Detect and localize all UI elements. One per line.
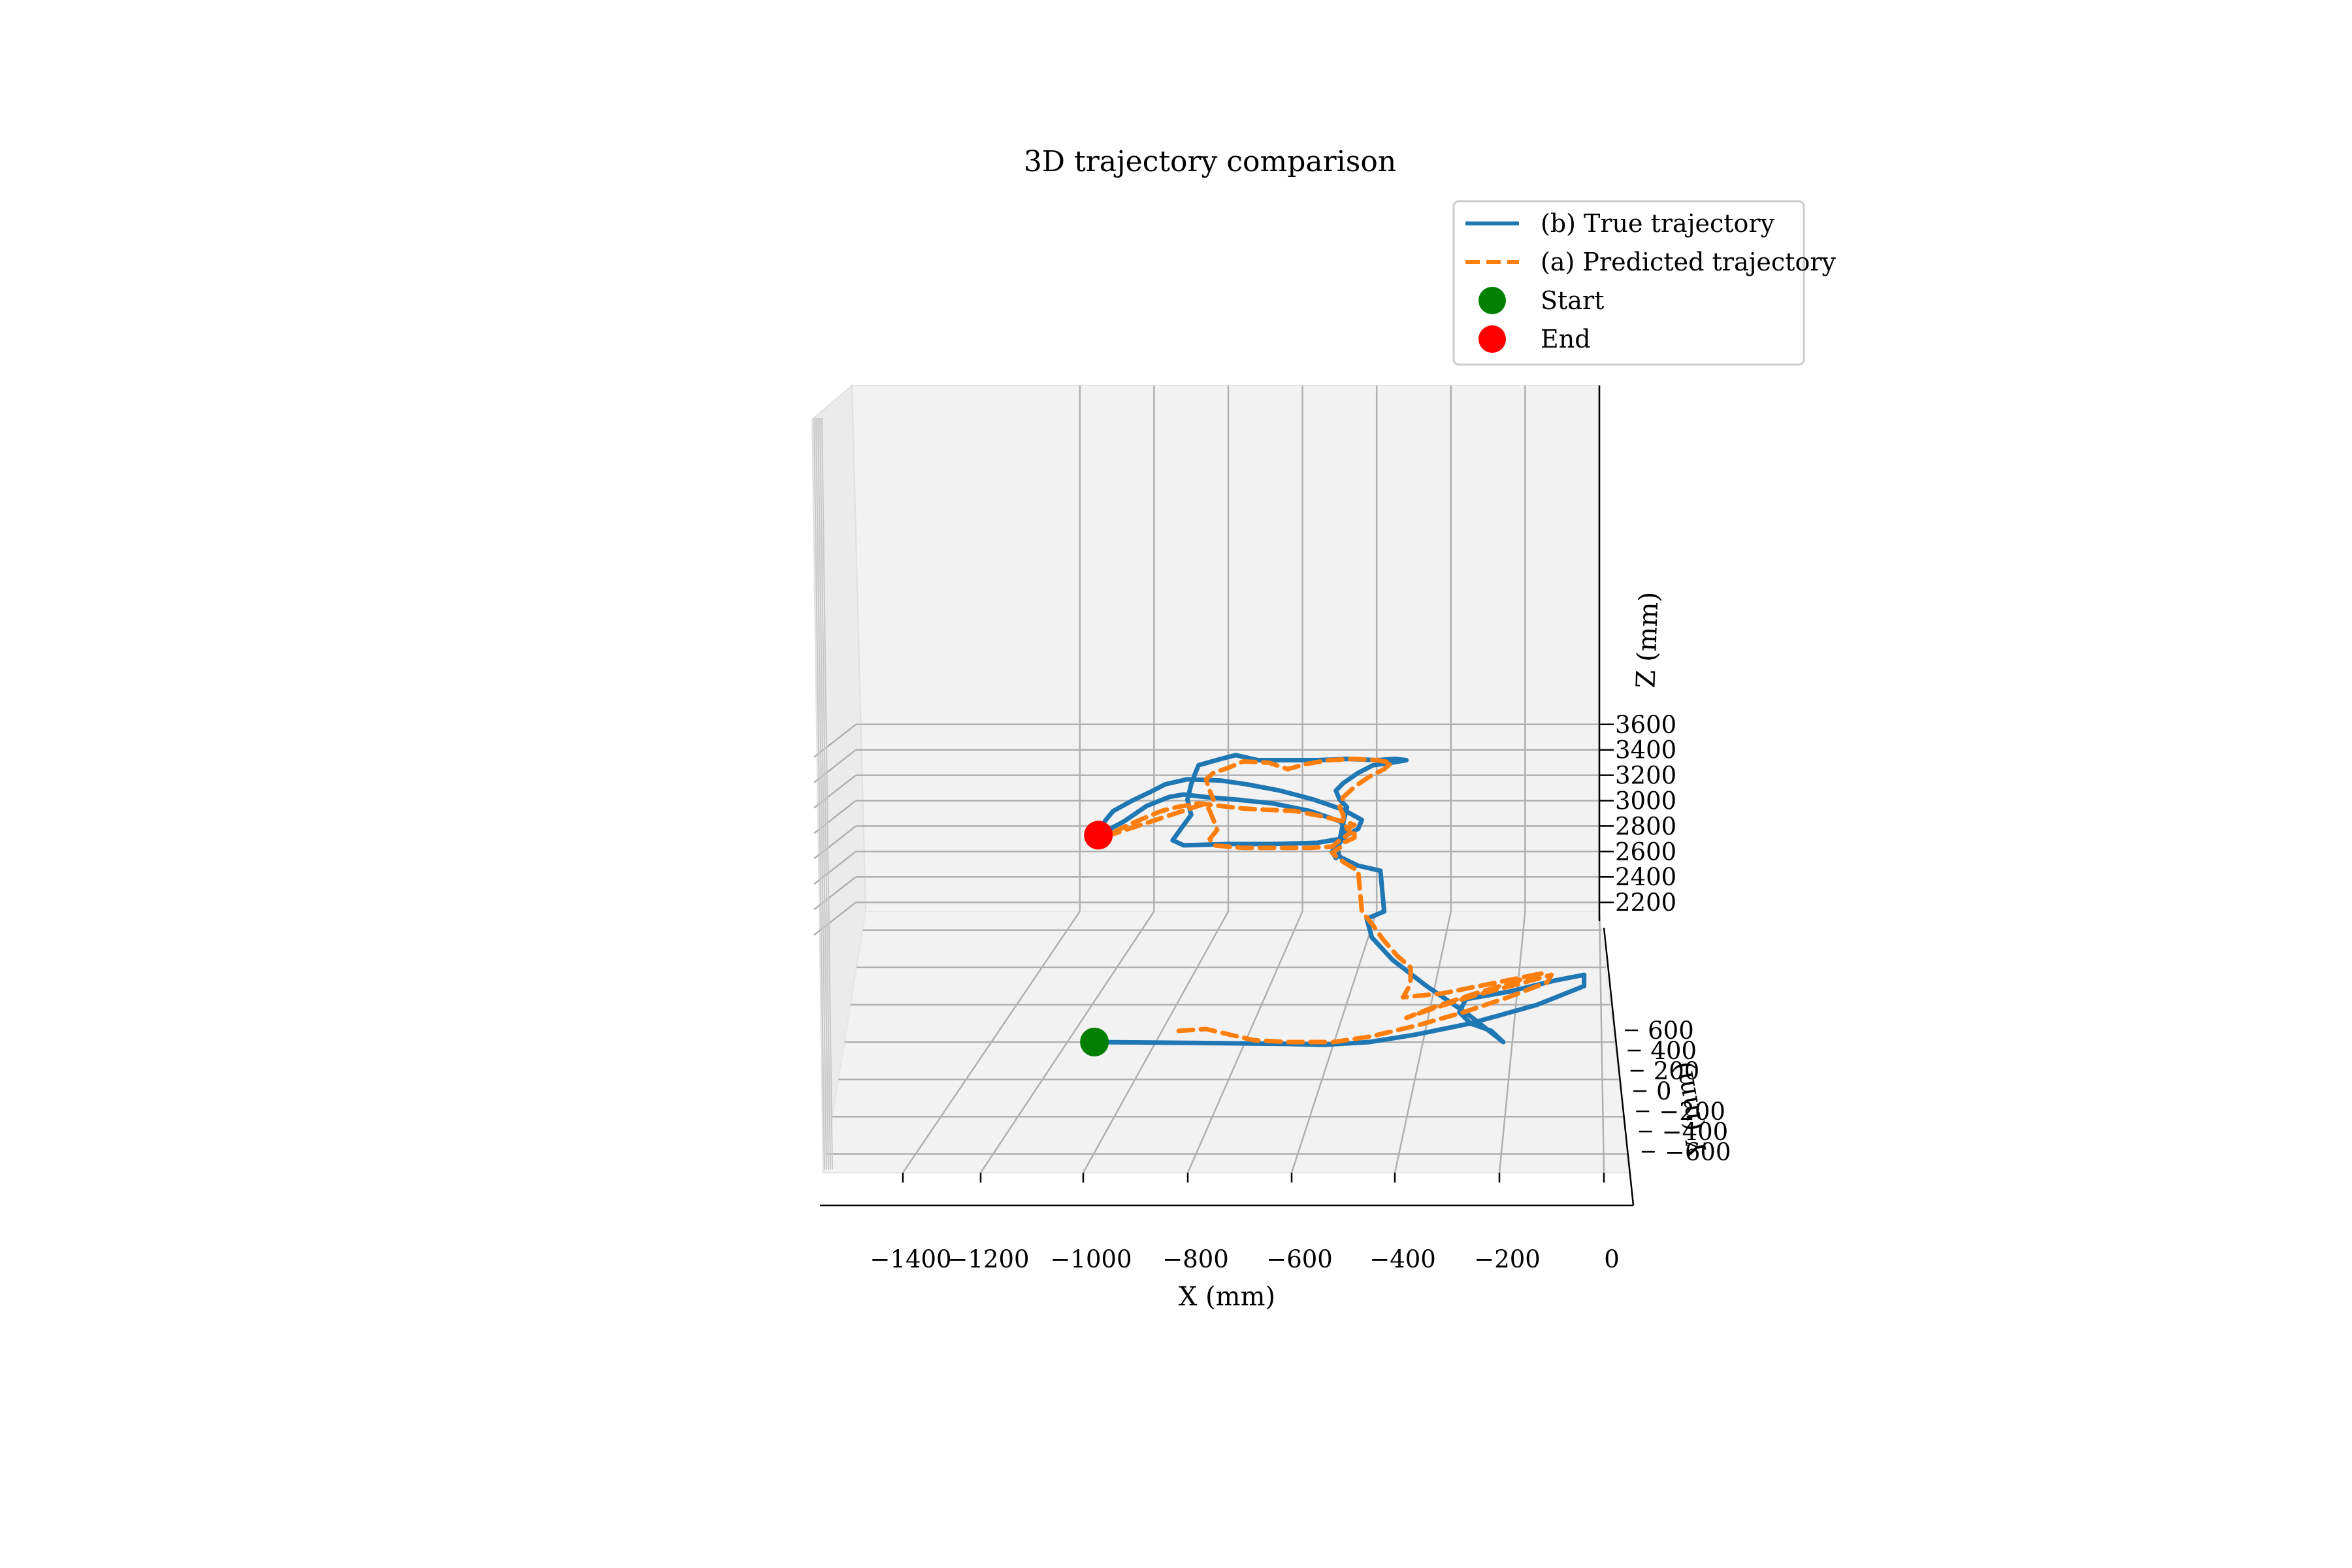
z-side-gridline bbox=[813, 825, 857, 860]
x-tick-label: −200 bbox=[1474, 1245, 1541, 1273]
end-marker bbox=[1084, 821, 1113, 850]
z-tick-label: 2800 bbox=[1615, 812, 1676, 840]
tick-labels: −1400−1200 −1000 −800 −600 −400 −200 022002400… bbox=[870, 711, 1731, 1273]
y-tick-label: 400 bbox=[1650, 1037, 1697, 1065]
side-vertical-gridline bbox=[815, 417, 827, 1170]
back-pane bbox=[851, 385, 1600, 912]
chart-title: 3D trajectory comparison bbox=[1024, 145, 1396, 178]
legend-pred-label: (a) Predicted trajectory bbox=[1541, 248, 1836, 276]
side-vertical-gridline bbox=[817, 417, 829, 1170]
predicted-trajectory-line bbox=[1103, 757, 1554, 1045]
y-tick-label: 600 bbox=[1648, 1017, 1694, 1045]
x-tick-label: −800 bbox=[1162, 1245, 1229, 1273]
legend-start-marker bbox=[1478, 287, 1506, 314]
y-tick-label: −600 bbox=[1665, 1138, 1731, 1166]
x-axis-label: X (mm) bbox=[1179, 1282, 1275, 1312]
x-tick-label: −1000 bbox=[1050, 1245, 1132, 1273]
side-vertical-gridline bbox=[813, 417, 825, 1170]
x-tick-label: −400 bbox=[1369, 1245, 1436, 1273]
z-tick-label: 2400 bbox=[1615, 863, 1676, 891]
legend-end-marker bbox=[1478, 325, 1506, 353]
side-vertical-gridline bbox=[821, 417, 833, 1170]
y-tick-label: −200 bbox=[1659, 1098, 1725, 1126]
z-side-gridline bbox=[813, 800, 857, 834]
legend: (b) True trajectory (a) Predicted trajec… bbox=[1452, 200, 1836, 366]
z-tick-label: 3600 bbox=[1615, 711, 1676, 739]
axes bbox=[820, 385, 1655, 1207]
x-tick-label: −1400 bbox=[870, 1245, 951, 1273]
x-tick-label: −1200 bbox=[947, 1245, 1029, 1273]
y-tick-label: 0 bbox=[1656, 1077, 1672, 1105]
y-axis-line bbox=[1603, 927, 1635, 1206]
z-axis-label: Z (mm) bbox=[1631, 591, 1664, 689]
side-vertical-gridline bbox=[819, 417, 831, 1170]
z-tick-label: 3000 bbox=[1615, 787, 1676, 815]
legend-start-label: Start bbox=[1541, 286, 1604, 315]
x-tick-label: 0 bbox=[1604, 1245, 1620, 1273]
x-tick-label: −600 bbox=[1266, 1245, 1333, 1273]
legend-end-label: End bbox=[1541, 325, 1591, 353]
marker-group bbox=[1080, 821, 1113, 1056]
z-tick-label: 2600 bbox=[1615, 838, 1676, 866]
z-tick-label: 3400 bbox=[1615, 736, 1676, 764]
y-tick-label: −400 bbox=[1662, 1118, 1729, 1146]
y-tick-label: 200 bbox=[1654, 1057, 1700, 1085]
legend-frame bbox=[1452, 200, 1805, 366]
grid-lines bbox=[813, 385, 1628, 1173]
legend-true-label: (b) True trajectory bbox=[1541, 209, 1775, 238]
start-marker bbox=[1080, 1028, 1109, 1056]
z-tick-label: 2200 bbox=[1615, 889, 1676, 917]
z-tick-label: 3200 bbox=[1615, 762, 1676, 790]
